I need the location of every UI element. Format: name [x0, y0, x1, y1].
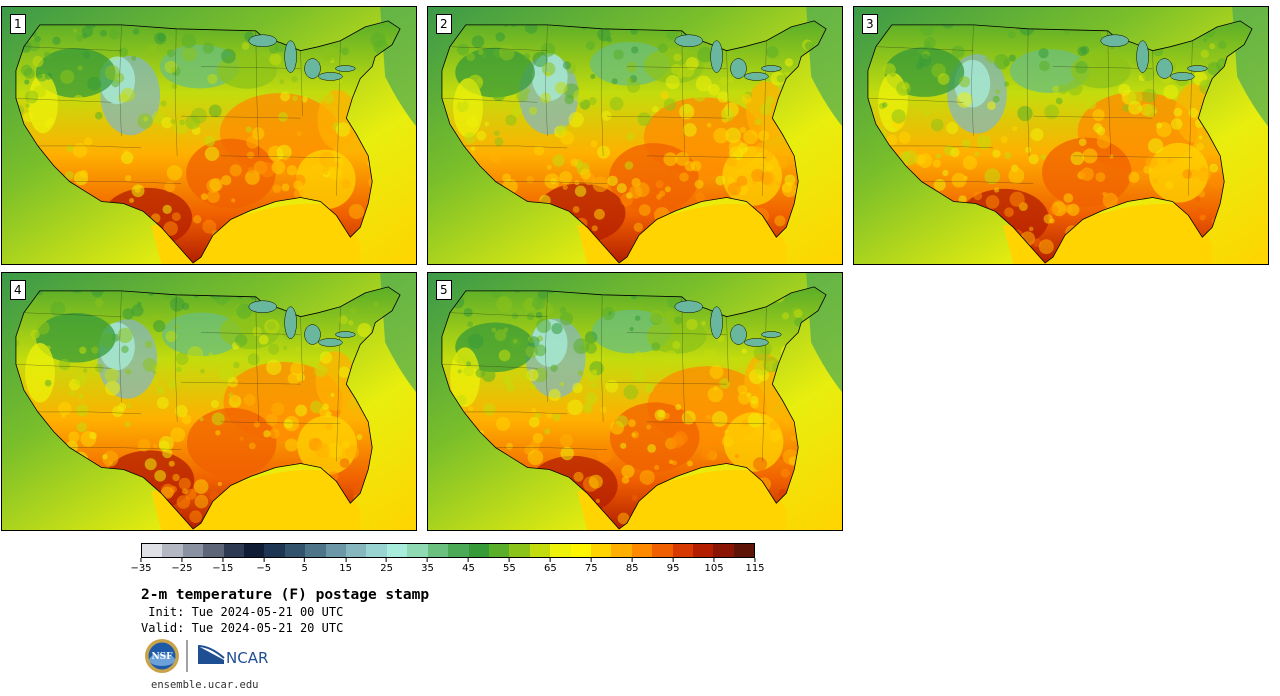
temperature-map	[854, 7, 1268, 264]
stamp-panel-2: 2	[427, 6, 843, 265]
colorbar-tick: 75	[585, 558, 598, 574]
panel-number: 4	[10, 280, 26, 300]
temperature-map	[2, 7, 416, 264]
panel-number: 5	[436, 280, 452, 300]
colorbar-segment	[162, 544, 183, 557]
colorbar-segment	[631, 544, 653, 557]
colorbar-segment	[305, 544, 326, 557]
panel-number: 2	[436, 14, 452, 34]
colorbar-segment	[244, 544, 265, 557]
colorbar-tick: −15	[212, 558, 233, 574]
stamp-panel-5: 5	[427, 272, 843, 531]
sponsor-logos: NSF NCAR	[145, 639, 268, 673]
colorbar-segment	[427, 544, 449, 557]
stamp-panel-3: 3	[853, 6, 1269, 265]
nsf-logo-text: NSF	[151, 652, 173, 662]
colorbar-segment	[407, 544, 428, 557]
colorbar-segment	[182, 544, 204, 557]
temperature-map	[428, 273, 842, 530]
colorbar-tick: −25	[171, 558, 192, 574]
init-time: Init: Tue 2024-05-21 00 UTC	[141, 605, 344, 619]
colorbar-segment	[590, 544, 612, 557]
colorbar-segment	[448, 544, 469, 557]
colorbar-tick: −35	[130, 558, 151, 574]
stamp-panel-4: 4	[1, 272, 417, 531]
colorbar-segment	[386, 544, 408, 557]
colorbar-segment	[223, 544, 245, 557]
temperature-map	[2, 273, 416, 530]
colorbar-segment	[713, 544, 734, 557]
temperature-colorbar	[141, 543, 755, 558]
colorbar-tick-labels: −35 −25 −15 −5 5 15 25 35 45 55 65 75 85 95 105 115	[130, 558, 764, 578]
colorbar-tick: 5	[302, 558, 308, 574]
panel-number: 3	[862, 14, 878, 34]
valid-time: Valid: Tue 2024-05-21 20 UTC	[141, 621, 344, 635]
colorbar-segment	[325, 544, 347, 557]
colorbar-tick: −5	[256, 558, 271, 574]
colorbar-segment	[529, 544, 551, 557]
colorbar-tick: 105	[705, 558, 724, 574]
colorbar-tick: 115	[745, 558, 764, 574]
colorbar-segment	[346, 544, 367, 557]
colorbar-segment	[468, 544, 489, 557]
colorbar-tick: 55	[503, 558, 516, 574]
colorbar-tick: 65	[544, 558, 557, 574]
colorbar-segment	[284, 544, 306, 557]
colorbar-segment	[652, 544, 673, 557]
colorbar-segment	[672, 544, 693, 557]
colorbar-segment	[611, 544, 632, 557]
colorbar-segment	[570, 544, 591, 557]
ncar-logo-icon: NCAR	[197, 645, 268, 667]
panel-number: 1	[10, 14, 26, 34]
colorbar-segment	[142, 544, 163, 557]
colorbar-tick: 25	[380, 558, 393, 574]
colorbar-tick: 85	[626, 558, 639, 574]
nsf-logo-icon: NSF	[145, 639, 179, 673]
colorbar-segment	[488, 544, 510, 557]
colorbar-segment	[550, 544, 571, 557]
stamp-panel-1: 1	[1, 6, 417, 265]
colorbar-tick: 95	[667, 558, 680, 574]
ncar-logo-text: NCAR	[226, 649, 268, 667]
temperature-map	[428, 7, 842, 264]
colorbar-segment	[733, 544, 755, 557]
colorbar-tick: 45	[462, 558, 475, 574]
colorbar-tick: 15	[339, 558, 352, 574]
colorbar-segment	[692, 544, 714, 557]
footer-url: ensemble.ucar.edu	[151, 679, 259, 691]
colorbar-segment	[203, 544, 224, 557]
plot-title: 2-m temperature (F) postage stamp	[141, 587, 430, 603]
colorbar-segment	[509, 544, 530, 557]
colorbar-segment	[366, 544, 387, 557]
colorbar-segment	[264, 544, 285, 557]
colorbar-tick: 35	[421, 558, 434, 574]
